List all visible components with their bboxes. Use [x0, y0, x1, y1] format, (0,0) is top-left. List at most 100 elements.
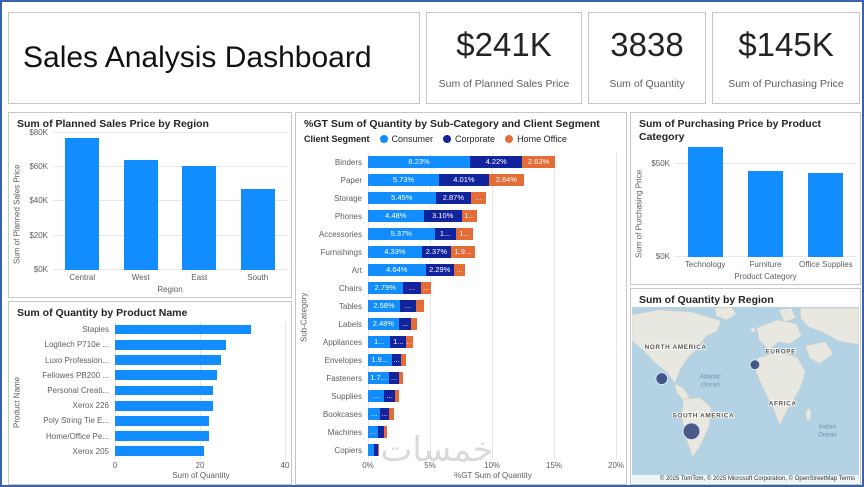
segment-Consumer-Machines[interactable]: ...	[368, 425, 378, 439]
segment-Home Office-Appliances[interactable]: ...	[406, 335, 413, 349]
segment-Consumer-Bookcases[interactable]: ...	[368, 407, 381, 421]
segment-Home Office-Chairs[interactable]: ...	[421, 281, 432, 295]
segment-Home Office-Storage[interactable]: ...	[471, 191, 487, 205]
segment-Home Office-Phones[interactable]: 1...	[461, 209, 477, 223]
segment-Home Office-Accessories[interactable]: 1...	[455, 227, 474, 241]
label-atlantic-ocean-line2: Ocean	[701, 382, 720, 389]
segment-Consumer-Furnishings[interactable]: 4.33%	[368, 245, 422, 259]
bar-Logitech P710e ...[interactable]	[115, 339, 226, 350]
segment-Home Office-Machines[interactable]	[384, 425, 387, 439]
label-europe: EUROPE	[765, 349, 796, 356]
segment-Consumer-Labels[interactable]: 2.48%	[368, 317, 399, 331]
segment-Home Office-Paper[interactable]: 2.84%	[488, 173, 524, 187]
x-tick-label: 10%	[483, 461, 501, 470]
stacked-bar-chart-subcategory: Sub-Category Binders 8.23% 4.22% 2.63% Paper 5…	[298, 153, 624, 482]
map-canvas[interactable]: NORTH AMERICA EUROPE AFRICA SOUTH AMERIC…	[632, 307, 859, 483]
bar-Personal Creati...[interactable]	[115, 385, 213, 396]
gridline	[430, 153, 431, 459]
segment-Corporate-Labels[interactable]: ...	[398, 317, 412, 331]
segment-Consumer-Appliances[interactable]: 1...	[368, 335, 391, 349]
segment-Consumer-Fasteners[interactable]: 1.7...	[368, 371, 390, 385]
segment-Consumer-Art[interactable]: 4.64%	[368, 263, 426, 277]
segment-Consumer-Tables[interactable]: 2.58%	[368, 299, 400, 313]
segment-Home Office-Fasteners[interactable]	[398, 371, 403, 385]
segment-Corporate-Copiers[interactable]	[374, 443, 378, 457]
segment-Home Office-Envelopes[interactable]	[401, 353, 407, 367]
bar-South[interactable]	[240, 189, 275, 270]
segment-Consumer-Accessories[interactable]: 5.37%	[368, 227, 435, 241]
stacked-bar-Appliances: 1... 1......	[368, 335, 616, 349]
world-map[interactable]: NORTH AMERICA EUROPE AFRICA SOUTH AMERIC…	[632, 307, 859, 483]
category-label: Luxo Profession...	[44, 355, 109, 365]
bar-Xerox 205[interactable]	[115, 446, 205, 457]
bar-Xerox 226[interactable]	[115, 400, 213, 411]
category-label: Paper	[340, 175, 362, 185]
segment-Corporate-Phones[interactable]: 3.10%	[423, 209, 462, 223]
map-bubble-North America[interactable]	[655, 372, 669, 386]
segment-Corporate-Bookcases[interactable]: ...	[380, 407, 390, 421]
stacked-bar-Storage: 5.45% 2.87%...	[368, 191, 616, 205]
segment-Home Office-Art[interactable]: ...	[453, 263, 466, 277]
bar-East[interactable]	[182, 165, 217, 270]
segment-Consumer-Phones[interactable]: 4.48%	[368, 209, 424, 223]
label-indian-ocean-line2: Ocean	[818, 431, 837, 438]
segment-Corporate-Furnishings[interactable]: 2.37%	[421, 245, 452, 259]
bar-Office Supplies[interactable]	[808, 172, 844, 257]
bar-row: Luxo Profession...	[23, 352, 287, 367]
segment-Corporate-Appliances[interactable]: 1...	[390, 335, 407, 349]
legend-item-Corporate[interactable]: Corporate	[443, 134, 495, 144]
bar-Home/Office Pe...[interactable]	[115, 431, 209, 441]
segment-Corporate-Supplies[interactable]: ...	[384, 389, 396, 403]
x-tick-label: 15%	[545, 461, 563, 470]
segment-Corporate-Accessories[interactable]: 1...	[434, 227, 456, 241]
bar-West[interactable]	[123, 160, 158, 270]
segment-Corporate-Storage[interactable]: 2.87%	[435, 191, 472, 205]
segment-Consumer-Supplies[interactable]: ...	[368, 389, 385, 403]
bar-Central[interactable]	[65, 138, 100, 270]
segment-Consumer-Chairs[interactable]: 2.79%	[368, 281, 403, 295]
segment-Consumer-Storage[interactable]: 5.45%	[368, 191, 436, 205]
bar-Staples[interactable]	[115, 324, 251, 335]
segment-Consumer-Binders[interactable]: 8.23%	[368, 155, 471, 169]
segment-Corporate-Paper[interactable]: 4.01%	[439, 173, 489, 187]
bar-Luxo Profession...[interactable]	[115, 355, 222, 365]
gridline	[616, 153, 617, 459]
segment-Home Office-Binders[interactable]: 2.63%	[522, 155, 555, 169]
map-bubble-South America[interactable]	[682, 422, 701, 441]
map-bubble-Europe[interactable]	[749, 359, 761, 371]
segment-Consumer-Copiers[interactable]	[368, 443, 375, 457]
legend-item-Home Office[interactable]: Home Office	[505, 134, 567, 144]
kpi-card-purchasing-price: $145K Sum of Purchasing Price	[712, 12, 860, 104]
segment-Consumer-Envelopes[interactable]: 1.9...	[368, 353, 392, 367]
bar-Furniture[interactable]	[748, 171, 783, 257]
stacked-bar-Art: 4.64% 2.29%...	[368, 263, 616, 277]
segment-Home Office-Supplies[interactable]	[395, 389, 399, 403]
column-chart: Sum of Planned Sales Price $0K $20K $40K $60…	[11, 128, 287, 295]
segment-Corporate-Envelopes[interactable]: ...	[391, 353, 402, 367]
bar-row: Xerox 205	[23, 444, 287, 459]
map-attribution[interactable]: © 2025 TomTom, © 2025 Microsoft Corporat…	[632, 475, 859, 483]
segment-Corporate-Binders[interactable]: 4.22%	[470, 155, 523, 169]
bar-Fellowes PB200 ...[interactable]	[115, 370, 217, 381]
segment-Corporate-Fasteners[interactable]: ...	[389, 371, 399, 385]
y-tick-label: $40K	[29, 196, 48, 206]
map-landmasses	[632, 307, 859, 458]
column-chart-region: Sum of Planned Sales Price $0K $20K $40K $60…	[11, 128, 287, 295]
legend-item-Consumer[interactable]: Consumer	[379, 134, 433, 144]
segment-Home Office-Bookcases[interactable]	[389, 407, 395, 421]
segment-Consumer-Paper[interactable]: 5.73%	[368, 173, 440, 187]
segment-Home Office-Copiers[interactable]	[377, 443, 380, 457]
segment-Home Office-Labels[interactable]	[411, 317, 418, 331]
bar-Poly String Tie E...[interactable]	[115, 416, 209, 426]
segment-Home Office-Tables[interactable]	[416, 299, 424, 313]
segment-Corporate-Art[interactable]: 2.29%	[425, 263, 454, 277]
segment-Corporate-Machines[interactable]	[377, 425, 385, 439]
stacked-bar-Machines: ...	[368, 425, 616, 439]
segment-Home Office-Furnishings[interactable]: 1.9...	[451, 245, 475, 259]
bar-track: ...	[368, 423, 616, 441]
bar-Technology[interactable]	[687, 146, 723, 257]
bar-track	[115, 368, 285, 383]
segment-Corporate-Chairs[interactable]: ...	[402, 281, 422, 295]
bar-track: ......	[368, 387, 616, 405]
segment-Corporate-Tables[interactable]: ...	[399, 299, 417, 313]
